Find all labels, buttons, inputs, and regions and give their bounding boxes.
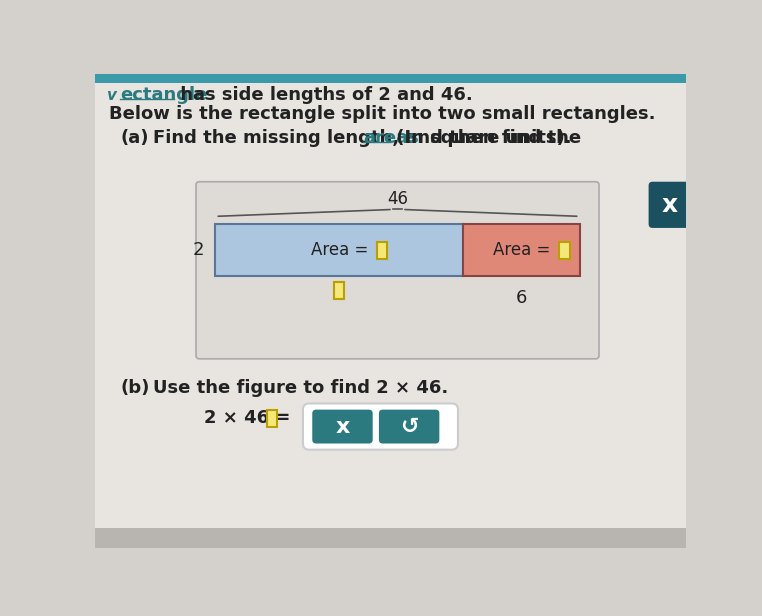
Text: 2 × 46 =: 2 × 46 = (203, 409, 296, 427)
Bar (95, 74, 686, 83)
Bar (463, 224, 580, 277)
Text: Below is the rectangle split into two small rectangles.: Below is the rectangle split into two sm… (109, 105, 655, 123)
Text: (a): (a) (120, 129, 149, 147)
Text: 46: 46 (387, 190, 408, 208)
Text: 2: 2 (193, 241, 204, 259)
FancyBboxPatch shape (648, 182, 691, 228)
FancyBboxPatch shape (196, 182, 599, 359)
Text: x: x (661, 193, 677, 217)
Text: has side lengths of 2 and 46.: has side lengths of 2 and 46. (174, 86, 473, 105)
Bar (559, 241, 569, 259)
Text: x: x (335, 416, 350, 437)
Text: Find the missing length, and then find the: Find the missing length, and then find t… (152, 129, 587, 147)
Bar (95, 529, 686, 548)
Text: (b): (b) (120, 379, 149, 397)
FancyBboxPatch shape (312, 410, 373, 444)
Text: ectangle: ectangle (120, 86, 207, 105)
Text: (In square units).: (In square units). (389, 129, 572, 147)
FancyBboxPatch shape (303, 403, 458, 450)
Bar (377, 241, 387, 259)
Text: v: v (106, 88, 116, 103)
Text: 6: 6 (515, 289, 527, 307)
Text: Use the figure to find 2 × 46.: Use the figure to find 2 × 46. (152, 379, 448, 397)
Bar (267, 410, 277, 427)
FancyBboxPatch shape (379, 410, 440, 444)
Bar (334, 282, 344, 299)
Text: ↺: ↺ (400, 416, 418, 437)
Bar (216, 224, 463, 277)
Text: Area =: Area = (311, 241, 373, 259)
Text: Area =: Area = (493, 241, 555, 259)
Text: areas: areas (363, 129, 419, 147)
